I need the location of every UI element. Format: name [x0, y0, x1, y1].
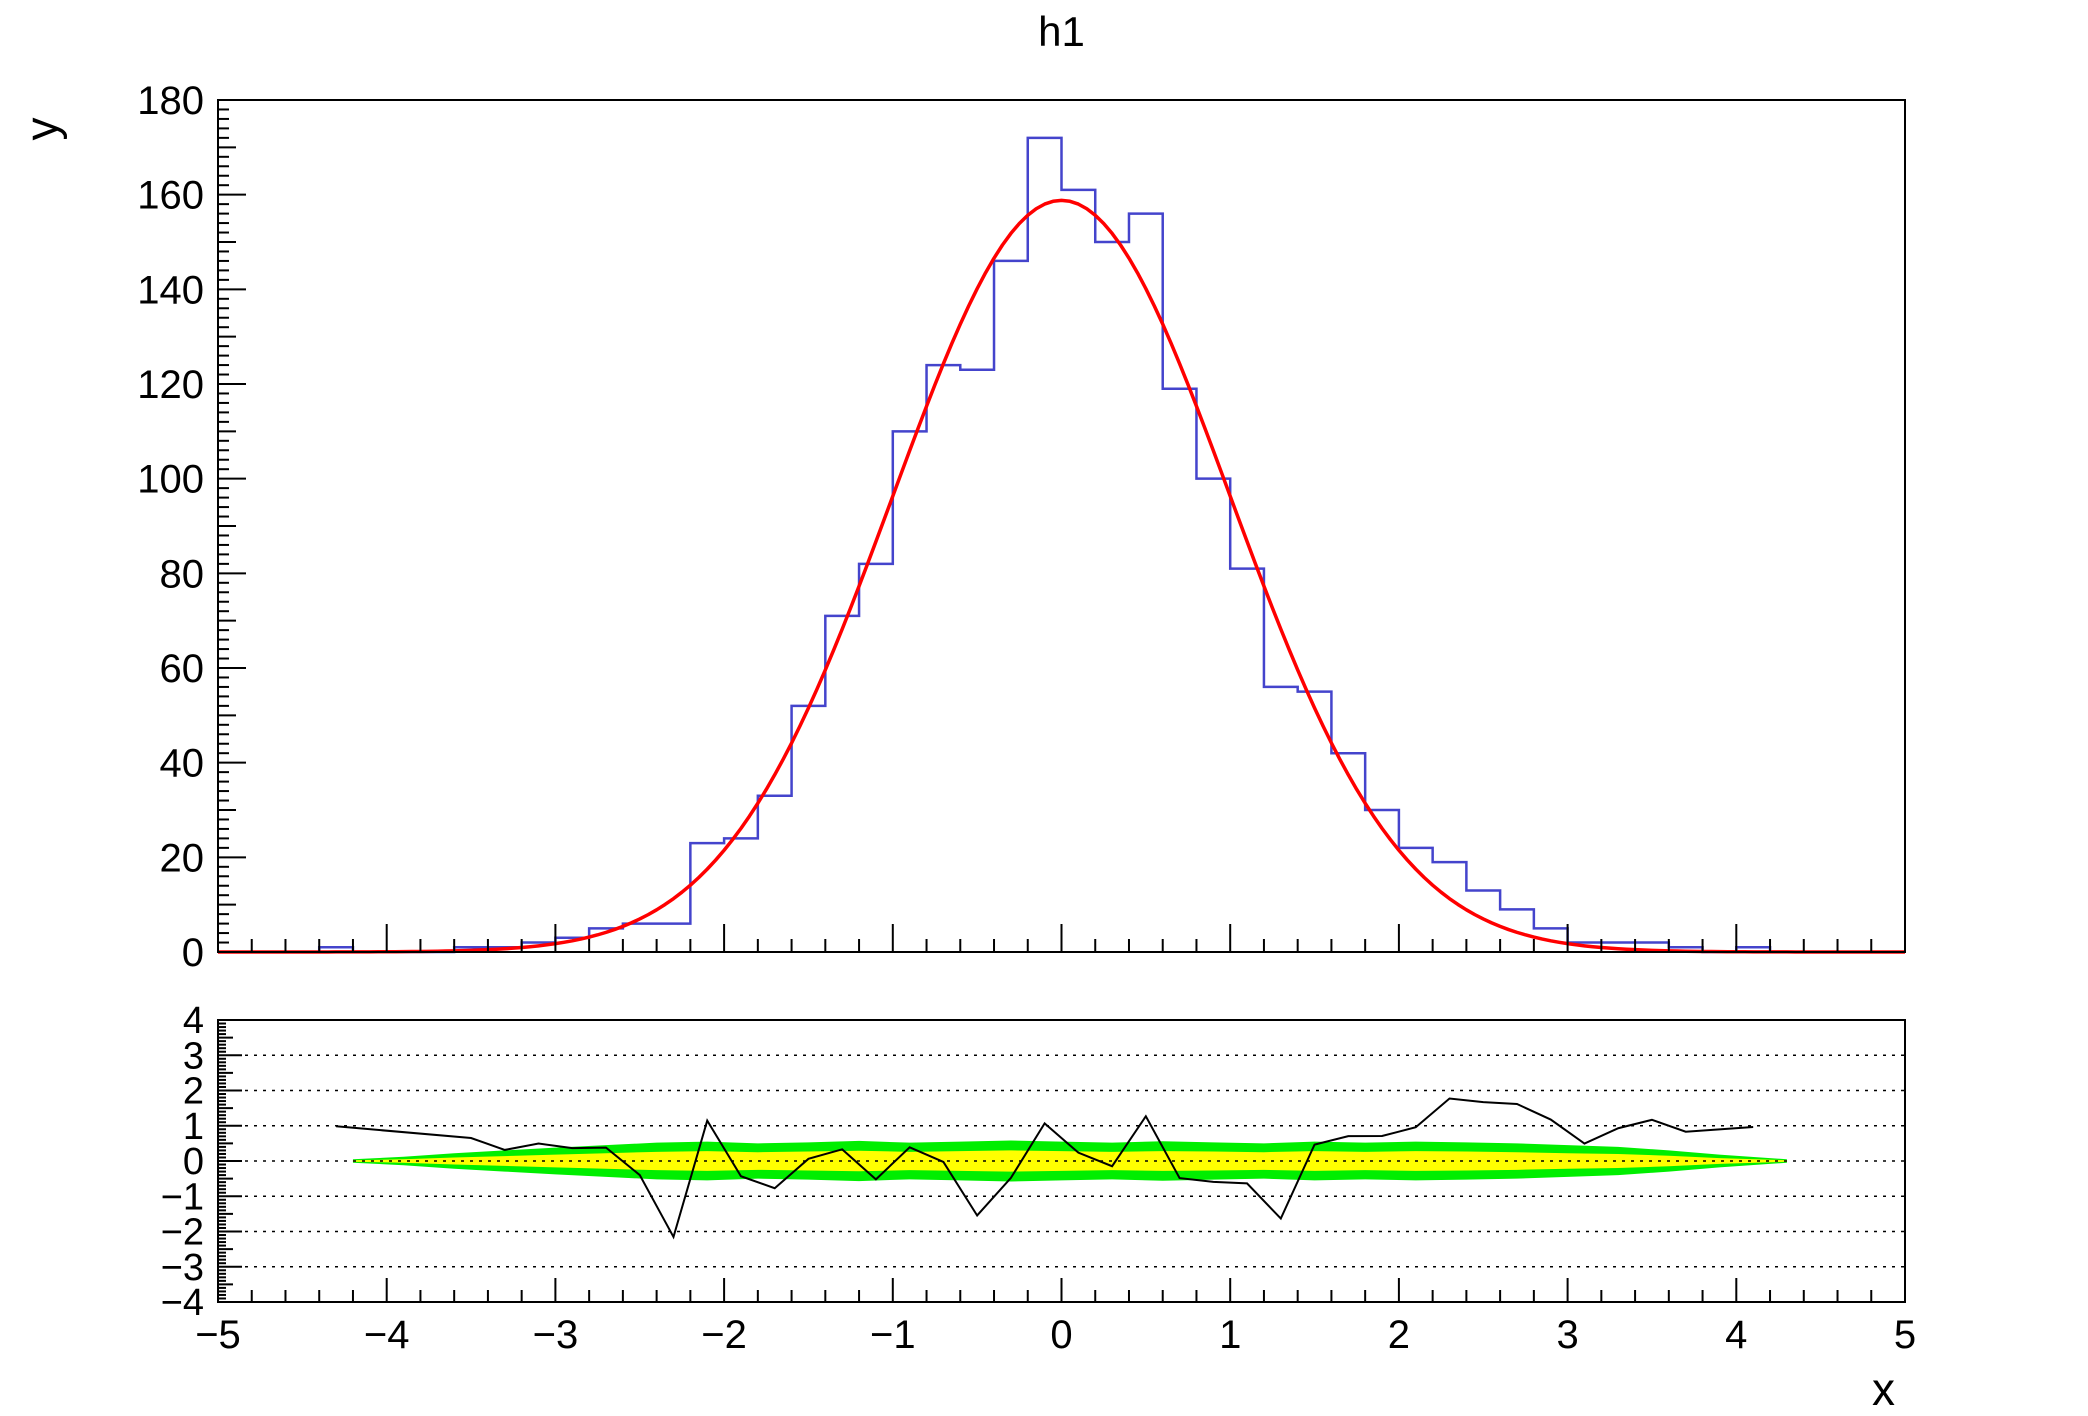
pull-y-tick-label: 0: [183, 1141, 204, 1183]
x-axis-title: x: [1872, 1363, 1895, 1415]
x-tick-label: 5: [1894, 1313, 1916, 1357]
pull-y-tick-label: −4: [161, 1282, 204, 1324]
pull-y-tick-label: −1: [161, 1176, 204, 1218]
x-tick-label: −5: [195, 1313, 241, 1357]
pull-y-tick-label: −2: [161, 1212, 204, 1254]
y-tick-label: 180: [137, 79, 204, 123]
y-tick-label: 160: [137, 174, 204, 218]
fit-curve: [217, 198, 1906, 954]
x-tick-label: −4: [364, 1313, 410, 1357]
confidence-band-1sigma: [352, 1150, 1787, 1172]
y-tick-label: 80: [160, 552, 205, 596]
y-tick-label: 120: [137, 363, 204, 407]
pull-frame: [217, 1019, 1906, 1303]
y-tick-label: 60: [160, 647, 205, 691]
x-tick-label: −2: [701, 1313, 747, 1357]
x-tick-label: 1: [1219, 1313, 1241, 1357]
histogram-line: [218, 136, 1905, 954]
x-tick-label: 4: [1725, 1313, 1747, 1357]
x-tick-label: 0: [1050, 1313, 1072, 1357]
pull-y-tick-label: 1: [183, 1106, 204, 1148]
y-tick-label: 100: [137, 458, 204, 502]
pull-y-tick-label: 2: [183, 1071, 204, 1113]
pull-line: [336, 1097, 1754, 1240]
plot-title: h1: [1038, 8, 1085, 55]
x-tick-label: 2: [1388, 1313, 1410, 1357]
pull-y-tick-label: 4: [183, 1000, 204, 1042]
y-tick-label: 0: [182, 931, 204, 975]
y-tick-label: 40: [160, 742, 205, 786]
x-tick-label: 3: [1556, 1313, 1578, 1357]
y-tick-label: 20: [160, 836, 205, 880]
pull-y-tick-label: −3: [161, 1247, 204, 1289]
y-tick-label: 140: [137, 268, 204, 312]
x-tick-label: −3: [533, 1313, 579, 1357]
x-tick-label: −1: [870, 1313, 916, 1357]
main-frame: [217, 99, 1906, 953]
pull-y-tick-label: 3: [183, 1035, 204, 1077]
